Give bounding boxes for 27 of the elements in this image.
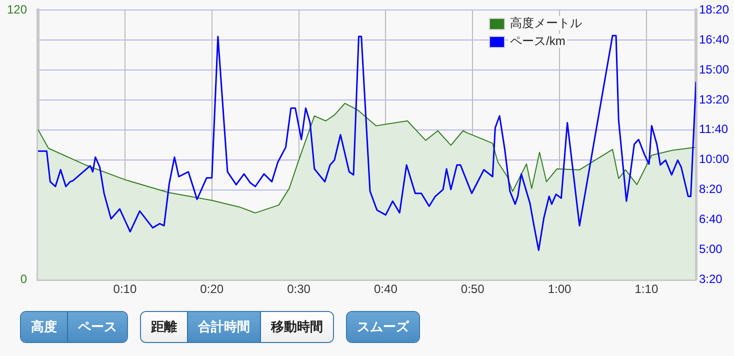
y2-tick-label: 8:20	[698, 182, 723, 196]
x-tick-label: 0:40	[374, 282, 398, 296]
y2-tick-label: 3:20	[698, 272, 723, 286]
legend-label: ペース/km	[510, 34, 566, 48]
text: ペース	[67, 312, 127, 342]
y2-tick-label: 13:20	[698, 92, 730, 106]
x-tick-label: 0:50	[460, 282, 485, 296]
x-tick-label: 1:10	[634, 282, 658, 296]
text: 高度	[21, 312, 67, 342]
legend-label: 高度メートル	[510, 16, 582, 30]
y-tick-label: 0	[20, 272, 28, 286]
text: 距離	[141, 312, 187, 342]
text: 移動時間	[260, 312, 333, 342]
y-tick-label: 120	[6, 2, 28, 17]
y2-tick-label: 10:00	[698, 152, 730, 166]
x-tick-label: 0:20	[200, 282, 224, 296]
y2-tick-label: 18:20	[698, 2, 730, 17]
x-tick-label: 1:00	[548, 282, 572, 296]
y2-tick-label: 16:40	[698, 32, 730, 46]
y2-tick-label: 5:00	[698, 242, 723, 256]
y2-tick-label: 11:40	[698, 122, 728, 136]
text: 合計時間	[187, 312, 260, 342]
text: スムーズ	[347, 312, 419, 342]
y2-tick-label: 6:40	[698, 212, 723, 226]
x-tick-label: 0:30	[287, 282, 311, 296]
x-tick-label: 0:10	[113, 282, 137, 296]
y2-tick-label: 15:00	[698, 62, 730, 76]
